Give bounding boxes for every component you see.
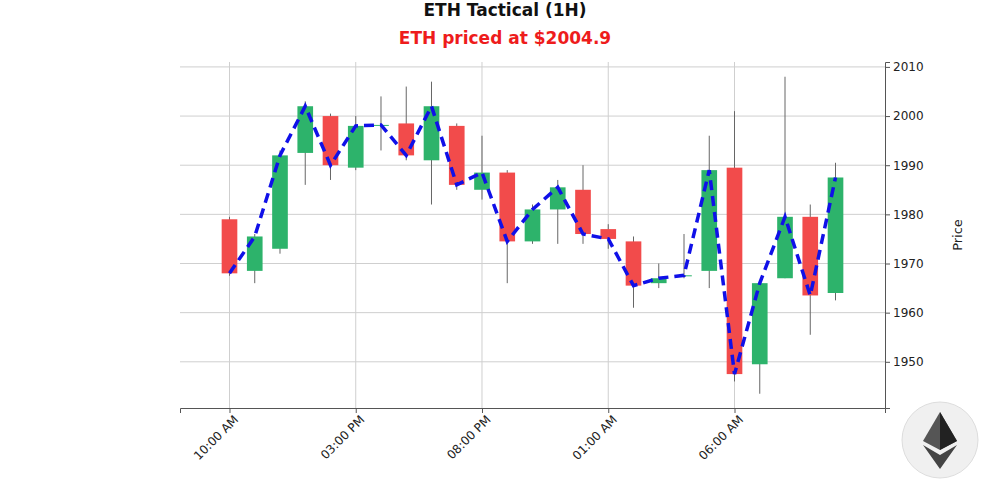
tick: 2010	[885, 60, 924, 74]
grid-line	[355, 62, 356, 408]
candle-wick	[481, 136, 482, 200]
tick-mark	[885, 264, 890, 265]
tick-mark	[885, 67, 890, 68]
tick: 1980	[885, 208, 924, 222]
candle-body	[626, 241, 642, 285]
tick-mark	[885, 214, 890, 215]
title: ETH Tactical (1H)	[423, 0, 586, 20]
tick-label: 08:00 PM	[444, 413, 493, 462]
tick-label: 1980	[893, 208, 924, 222]
x-axis: 10:00 AM 03:00 PM 08:00 PM 01:00 AM 06:00 AM	[181, 408, 886, 463]
tick-label: 03:00 PM	[318, 413, 367, 462]
axis-line	[181, 409, 886, 414]
logo-shape	[940, 412, 957, 450]
subtitle: ETH priced at $2004.9	[399, 28, 611, 48]
candle-wick	[684, 234, 685, 278]
tick-mark	[885, 116, 890, 117]
tick-label: 2000	[893, 109, 924, 123]
eth-logo	[902, 402, 978, 478]
tick: 1960	[885, 306, 924, 320]
candle-body	[348, 126, 364, 168]
tick-mark	[885, 362, 890, 363]
grid-line	[180, 116, 885, 117]
tick-mark	[885, 313, 890, 314]
grid-line	[481, 62, 482, 408]
tick-label: 1990	[893, 159, 924, 173]
tick-label: 06:00 AM	[696, 413, 746, 463]
tick: 1970	[885, 257, 924, 271]
plot-area	[222, 77, 844, 394]
candle-body	[752, 283, 768, 364]
candle-body	[802, 217, 818, 296]
tick: 08:00 PM	[444, 408, 493, 462]
close-line	[229, 106, 835, 374]
logo-circle	[902, 402, 978, 478]
grid-line	[180, 312, 885, 313]
tick: 1950	[885, 355, 924, 369]
grid-line	[180, 66, 885, 67]
axis-title: Price	[950, 219, 965, 251]
logo-shape	[923, 412, 957, 450]
candle-body	[499, 173, 515, 242]
grid-line	[180, 361, 885, 362]
axis-line	[886, 63, 891, 409]
tick: 01:00 AM	[570, 408, 620, 463]
candle-body	[777, 217, 793, 278]
tick: 1990	[885, 159, 924, 173]
tick-mark	[885, 165, 890, 166]
tick: 06:00 AM	[696, 408, 746, 463]
candle-body	[575, 190, 591, 234]
tick: 10:00 AM	[191, 408, 241, 463]
y-axis: 1950 1960 1970 1980 1990 2000 2010	[885, 60, 924, 408]
logo-shape	[923, 445, 957, 469]
tick-label: 1970	[893, 257, 924, 271]
tick: 2000	[885, 109, 924, 123]
tick-label: 2010	[893, 60, 924, 74]
tick-label: 10:00 AM	[191, 413, 241, 463]
tick-label: 01:00 AM	[570, 413, 620, 463]
candle-body	[449, 126, 465, 185]
chart: ETH Tactical (1H) ETH priced at $2004.9 19…	[0, 0, 1000, 500]
tick: 03:00 PM	[318, 408, 367, 462]
tick-label: 1950	[893, 355, 924, 369]
tick-label: 1960	[893, 306, 924, 320]
grid	[180, 62, 885, 408]
candle-wick	[658, 264, 659, 289]
